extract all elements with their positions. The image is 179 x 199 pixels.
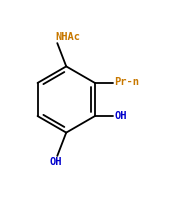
Text: Pr-n: Pr-n <box>115 77 140 87</box>
Text: OH: OH <box>115 111 127 121</box>
Text: NHAc: NHAc <box>55 32 81 42</box>
Text: OH: OH <box>49 157 62 167</box>
